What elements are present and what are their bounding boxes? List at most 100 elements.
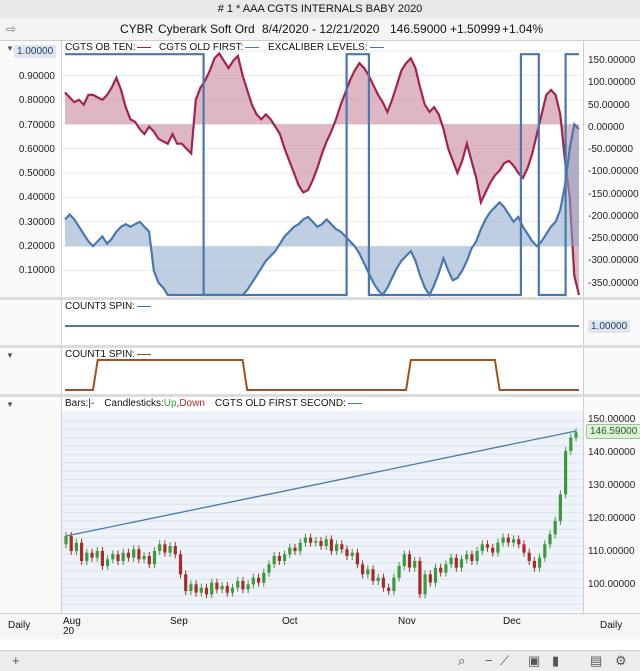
candle-body — [407, 554, 412, 568]
count3-plot[interactable]: COUNT3 SPIN: — [62, 300, 583, 345]
candle-body — [387, 587, 391, 591]
candle-body — [329, 539, 333, 551]
candle-body — [80, 542, 84, 561]
period-right[interactable]: Daily — [600, 620, 623, 631]
symbol[interactable]: CYBR — [120, 22, 154, 36]
candle-body — [355, 552, 359, 565]
candle-body — [184, 574, 188, 591]
candle-body — [506, 537, 510, 543]
candle-body — [111, 554, 115, 560]
price-plot[interactable]: Bars:|- Candlesticks:Up,Down CGTS OLD FIRS… — [62, 397, 583, 613]
candle-body — [439, 567, 443, 573]
candle-body — [350, 552, 354, 556]
layout-icon[interactable]: ▣ — [528, 653, 541, 668]
candle-body — [569, 437, 573, 451]
left-value-box: 1.00000 — [14, 45, 57, 58]
candle-body — [158, 544, 162, 551]
draw-line-icon[interactable]: ⟋ — [500, 653, 510, 668]
candle-body — [288, 547, 292, 555]
legend-up: Up — [163, 398, 177, 409]
candle-body — [548, 534, 552, 545]
candle-body — [574, 432, 578, 438]
legend-count3-text: COUNT3 SPIN: — [65, 301, 136, 312]
panel-divider[interactable] — [0, 394, 640, 397]
candle-body — [376, 577, 380, 581]
candle-body — [168, 546, 172, 553]
candle-body — [74, 542, 78, 551]
right-axis — [583, 348, 640, 394]
candle-body — [220, 586, 224, 590]
month-label: Aug — [63, 616, 81, 627]
candle-body — [475, 551, 479, 561]
left-tick: 0.80000 — [18, 95, 55, 106]
time-axis: Daily Aug 20 Sep Oct Nov Dec Daily — [0, 613, 640, 639]
candle-body — [277, 556, 281, 561]
left-tick: 0.50000 — [18, 168, 55, 179]
price-tick: 120.00000 — [588, 513, 636, 524]
old-first-series-line — [64, 121, 580, 298]
right-axis: 150.00000 140.00000 130.00000 120.00000 … — [583, 397, 640, 613]
legend-excaliber: EXCALIBER LEVELS: — [268, 42, 384, 53]
candle-body — [527, 552, 531, 561]
panel-divider[interactable] — [0, 345, 640, 348]
plot-background — [62, 411, 583, 611]
candle-body — [69, 536, 73, 551]
candle-body — [298, 542, 302, 551]
candle-body — [262, 572, 266, 583]
search-icon[interactable]: ⌕ — [458, 653, 466, 668]
right-tick: -200.00000 — [588, 211, 639, 222]
candle-body — [454, 557, 458, 568]
panel-collapse-icon[interactable]: ▼ — [6, 351, 14, 360]
candle-body — [319, 541, 323, 546]
right-tick: 0.00000 — [588, 122, 625, 133]
candle-body — [178, 554, 183, 575]
candle-body — [189, 584, 193, 591]
candle-body — [449, 557, 453, 565]
candle-body — [553, 521, 557, 535]
legend-ob-ten-text: CGTS OB TEN: — [65, 42, 136, 53]
panel-divider[interactable] — [0, 297, 640, 300]
candle-body — [496, 542, 500, 553]
candle-body — [163, 544, 167, 553]
gear-icon[interactable]: ⚙ — [615, 653, 627, 668]
candle-body — [371, 569, 375, 581]
candle-body — [345, 549, 349, 556]
right-tick: -300.00000 — [588, 255, 639, 266]
candle-body — [121, 552, 125, 561]
internals-plot[interactable]: CGTS OB TEN: CGTS OLD FIRST: EXCALIBER L… — [62, 41, 583, 298]
candle-body — [543, 544, 547, 558]
candle-body — [85, 552, 89, 561]
date-range: 8/4/2020 - 12/21/2020 — [262, 22, 380, 36]
month-label: Dec — [503, 616, 521, 627]
right-tick: 150.00000 — [588, 55, 636, 66]
legend-count1-text: COUNT1 SPIN: — [65, 349, 136, 360]
forward-arrow-icon[interactable]: ⇨ — [6, 22, 17, 36]
candle-body — [126, 552, 130, 558]
candle-body — [314, 541, 318, 543]
last-price: 146.59000 — [390, 22, 447, 36]
candle-body — [564, 451, 568, 495]
left-tick: 0.70000 — [18, 120, 55, 131]
quote-header: ⇨ CYBR Cyberark Soft Ord 8/4/2020 - 12/2… — [0, 18, 640, 41]
candle-body — [204, 587, 209, 595]
candle-body — [303, 537, 307, 543]
candle-body — [465, 554, 469, 560]
candle-body — [433, 567, 438, 583]
candle-body — [522, 544, 526, 553]
bottom-toolbar: + ⌕ − ⟋ ▣ ▮ ▤ ⚙ — [0, 650, 640, 671]
panel-collapse-icon[interactable]: ▼ — [6, 400, 14, 409]
period-left[interactable]: Daily — [8, 620, 31, 631]
candle-body — [335, 544, 339, 551]
count1-plot[interactable]: COUNT1 SPIN: — [62, 348, 583, 394]
legend-candles: Candlesticks: — [104, 398, 164, 409]
add-icon[interactable]: + — [12, 653, 20, 668]
count3-panel: COUNT3 SPIN: 1.00000 — [0, 300, 640, 345]
price-legend: Bars:|- Candlesticks:Up,Down CGTS OLD FIRS… — [65, 398, 362, 409]
book-icon[interactable]: ▤ — [590, 653, 603, 668]
legend-down: Down — [179, 398, 205, 409]
zoom-out-icon[interactable]: − — [485, 653, 493, 668]
panel-collapse-icon[interactable]: ▼ — [6, 44, 14, 53]
bar-chart-icon[interactable]: ▮ — [552, 653, 560, 668]
left-tick: 0.10000 — [18, 265, 55, 276]
candle-body — [283, 554, 287, 561]
